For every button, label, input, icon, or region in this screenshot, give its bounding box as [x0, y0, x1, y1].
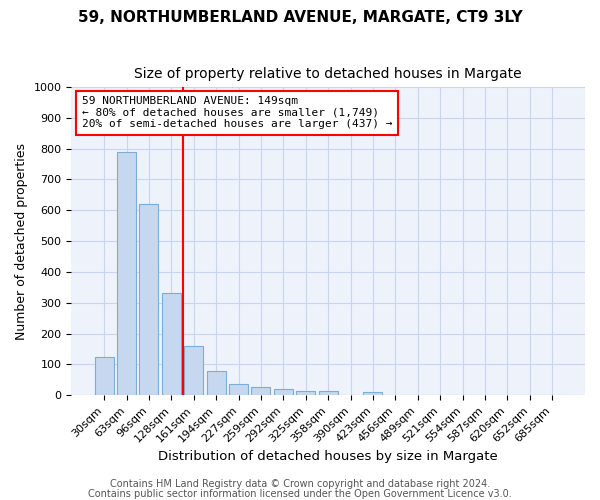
Text: 59 NORTHUMBERLAND AVENUE: 149sqm
← 80% of detached houses are smaller (1,749)
20: 59 NORTHUMBERLAND AVENUE: 149sqm ← 80% o… [82, 96, 392, 130]
X-axis label: Distribution of detached houses by size in Margate: Distribution of detached houses by size … [158, 450, 498, 462]
Bar [184, 346, 203, 395]
Bar [274, 389, 293, 395]
Bar [229, 384, 248, 395]
Bar [117, 152, 136, 395]
Bar [162, 294, 181, 395]
Text: 59, NORTHUMBERLAND AVENUE, MARGATE, CT9 3LY: 59, NORTHUMBERLAND AVENUE, MARGATE, CT9 … [77, 10, 523, 25]
Bar [206, 371, 226, 395]
Text: Contains HM Land Registry data © Crown copyright and database right 2024.: Contains HM Land Registry data © Crown c… [110, 479, 490, 489]
Y-axis label: Number of detached properties: Number of detached properties [15, 142, 28, 340]
Bar [364, 392, 382, 395]
Bar [319, 391, 338, 395]
Bar [95, 356, 113, 395]
Text: Contains public sector information licensed under the Open Government Licence v3: Contains public sector information licen… [88, 489, 512, 499]
Title: Size of property relative to detached houses in Margate: Size of property relative to detached ho… [134, 68, 522, 82]
Bar [251, 387, 271, 395]
Bar [139, 204, 158, 395]
Bar [296, 390, 315, 395]
